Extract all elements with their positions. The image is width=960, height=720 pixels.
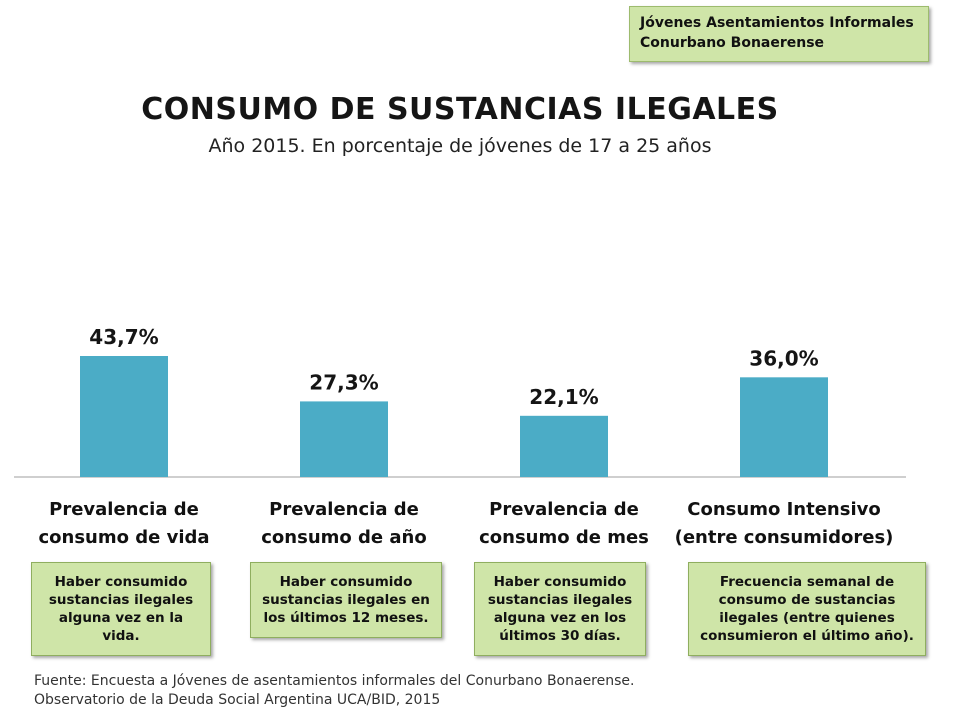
- note-line: consumo de sustancias: [718, 592, 896, 608]
- data-label-3: 36,0%: [749, 346, 818, 370]
- sample-tag-line-1: Jóvenes Asentamientos Informales: [640, 15, 914, 31]
- bar-2: [520, 415, 608, 477]
- chart-subtitle: Año 2015. En porcentaje de jóvenes de 17…: [208, 135, 712, 157]
- note-line: los últimos 12 meses.: [263, 610, 429, 626]
- category-label-line: Prevalencia de: [489, 499, 639, 520]
- note-line: Frecuencia semanal de: [719, 574, 895, 590]
- category-label-line: consumo de año: [261, 527, 427, 548]
- note-line: consumieron el último año).: [700, 628, 914, 644]
- data-label-2: 22,1%: [529, 385, 598, 409]
- category-label-line: consumo de mes: [479, 527, 649, 548]
- note-box-mes: Haber consumido sustancias ilegales algu…: [474, 562, 646, 656]
- bar-1: [300, 401, 388, 477]
- note-box-intensivo: Frecuencia semanal de consumo de sustanc…: [688, 562, 926, 656]
- source-line-2: Observatorio de la Deuda Social Argentin…: [34, 692, 441, 708]
- category-label-anio: Prevalencia de consumo de año: [234, 496, 454, 552]
- note-line: alguna vez en la: [58, 610, 184, 626]
- data-label-0: 43,7%: [89, 325, 158, 349]
- sample-tag-box: Jóvenes Asentamientos Informales Conurba…: [629, 6, 929, 62]
- category-label-line: (entre consumidores): [674, 527, 894, 548]
- category-label-line: consumo de vida: [38, 527, 210, 548]
- category-label-vida: Prevalencia de consumo de vida: [14, 496, 234, 552]
- note-line: Haber consumido: [279, 574, 413, 590]
- data-label-1: 27,3%: [309, 370, 378, 394]
- bar-0: [80, 356, 168, 477]
- note-line: sustancias ilegales: [487, 592, 633, 608]
- note-line: últimos 30 días.: [499, 628, 621, 644]
- bar-3: [740, 377, 828, 477]
- category-label-mes: Prevalencia de consumo de mes: [454, 496, 674, 552]
- source-line-1: Fuente: Encuesta a Jóvenes de asentamien…: [34, 673, 635, 689]
- note-line: sustancias ilegales en: [262, 592, 430, 608]
- note-line: ilegales (entre quienes: [719, 610, 895, 626]
- sample-tag-line-2: Conurbano Bonaerense: [640, 35, 825, 51]
- chart-title: CONSUMO DE SUSTANCIAS ILEGALES: [141, 92, 779, 127]
- category-label-intensivo: Consumo Intensivo (entre consumidores): [674, 496, 894, 552]
- note-line: alguna vez en los: [493, 610, 627, 626]
- category-label-line: Prevalencia de: [49, 499, 199, 520]
- category-label-line: Prevalencia de: [269, 499, 419, 520]
- note-box-vida: Haber consumido sustancias ilegales algu…: [31, 562, 211, 656]
- source-note: Fuente: Encuesta a Jóvenes de asentamien…: [34, 672, 634, 710]
- note-line: vida.: [102, 628, 140, 644]
- category-label-line: Consumo Intensivo: [687, 499, 881, 520]
- note-box-anio: Haber consumido sustancias ilegales en l…: [250, 562, 442, 638]
- note-line: Haber consumido: [54, 574, 188, 590]
- note-line: sustancias ilegales: [48, 592, 194, 608]
- note-line: Haber consumido: [493, 574, 627, 590]
